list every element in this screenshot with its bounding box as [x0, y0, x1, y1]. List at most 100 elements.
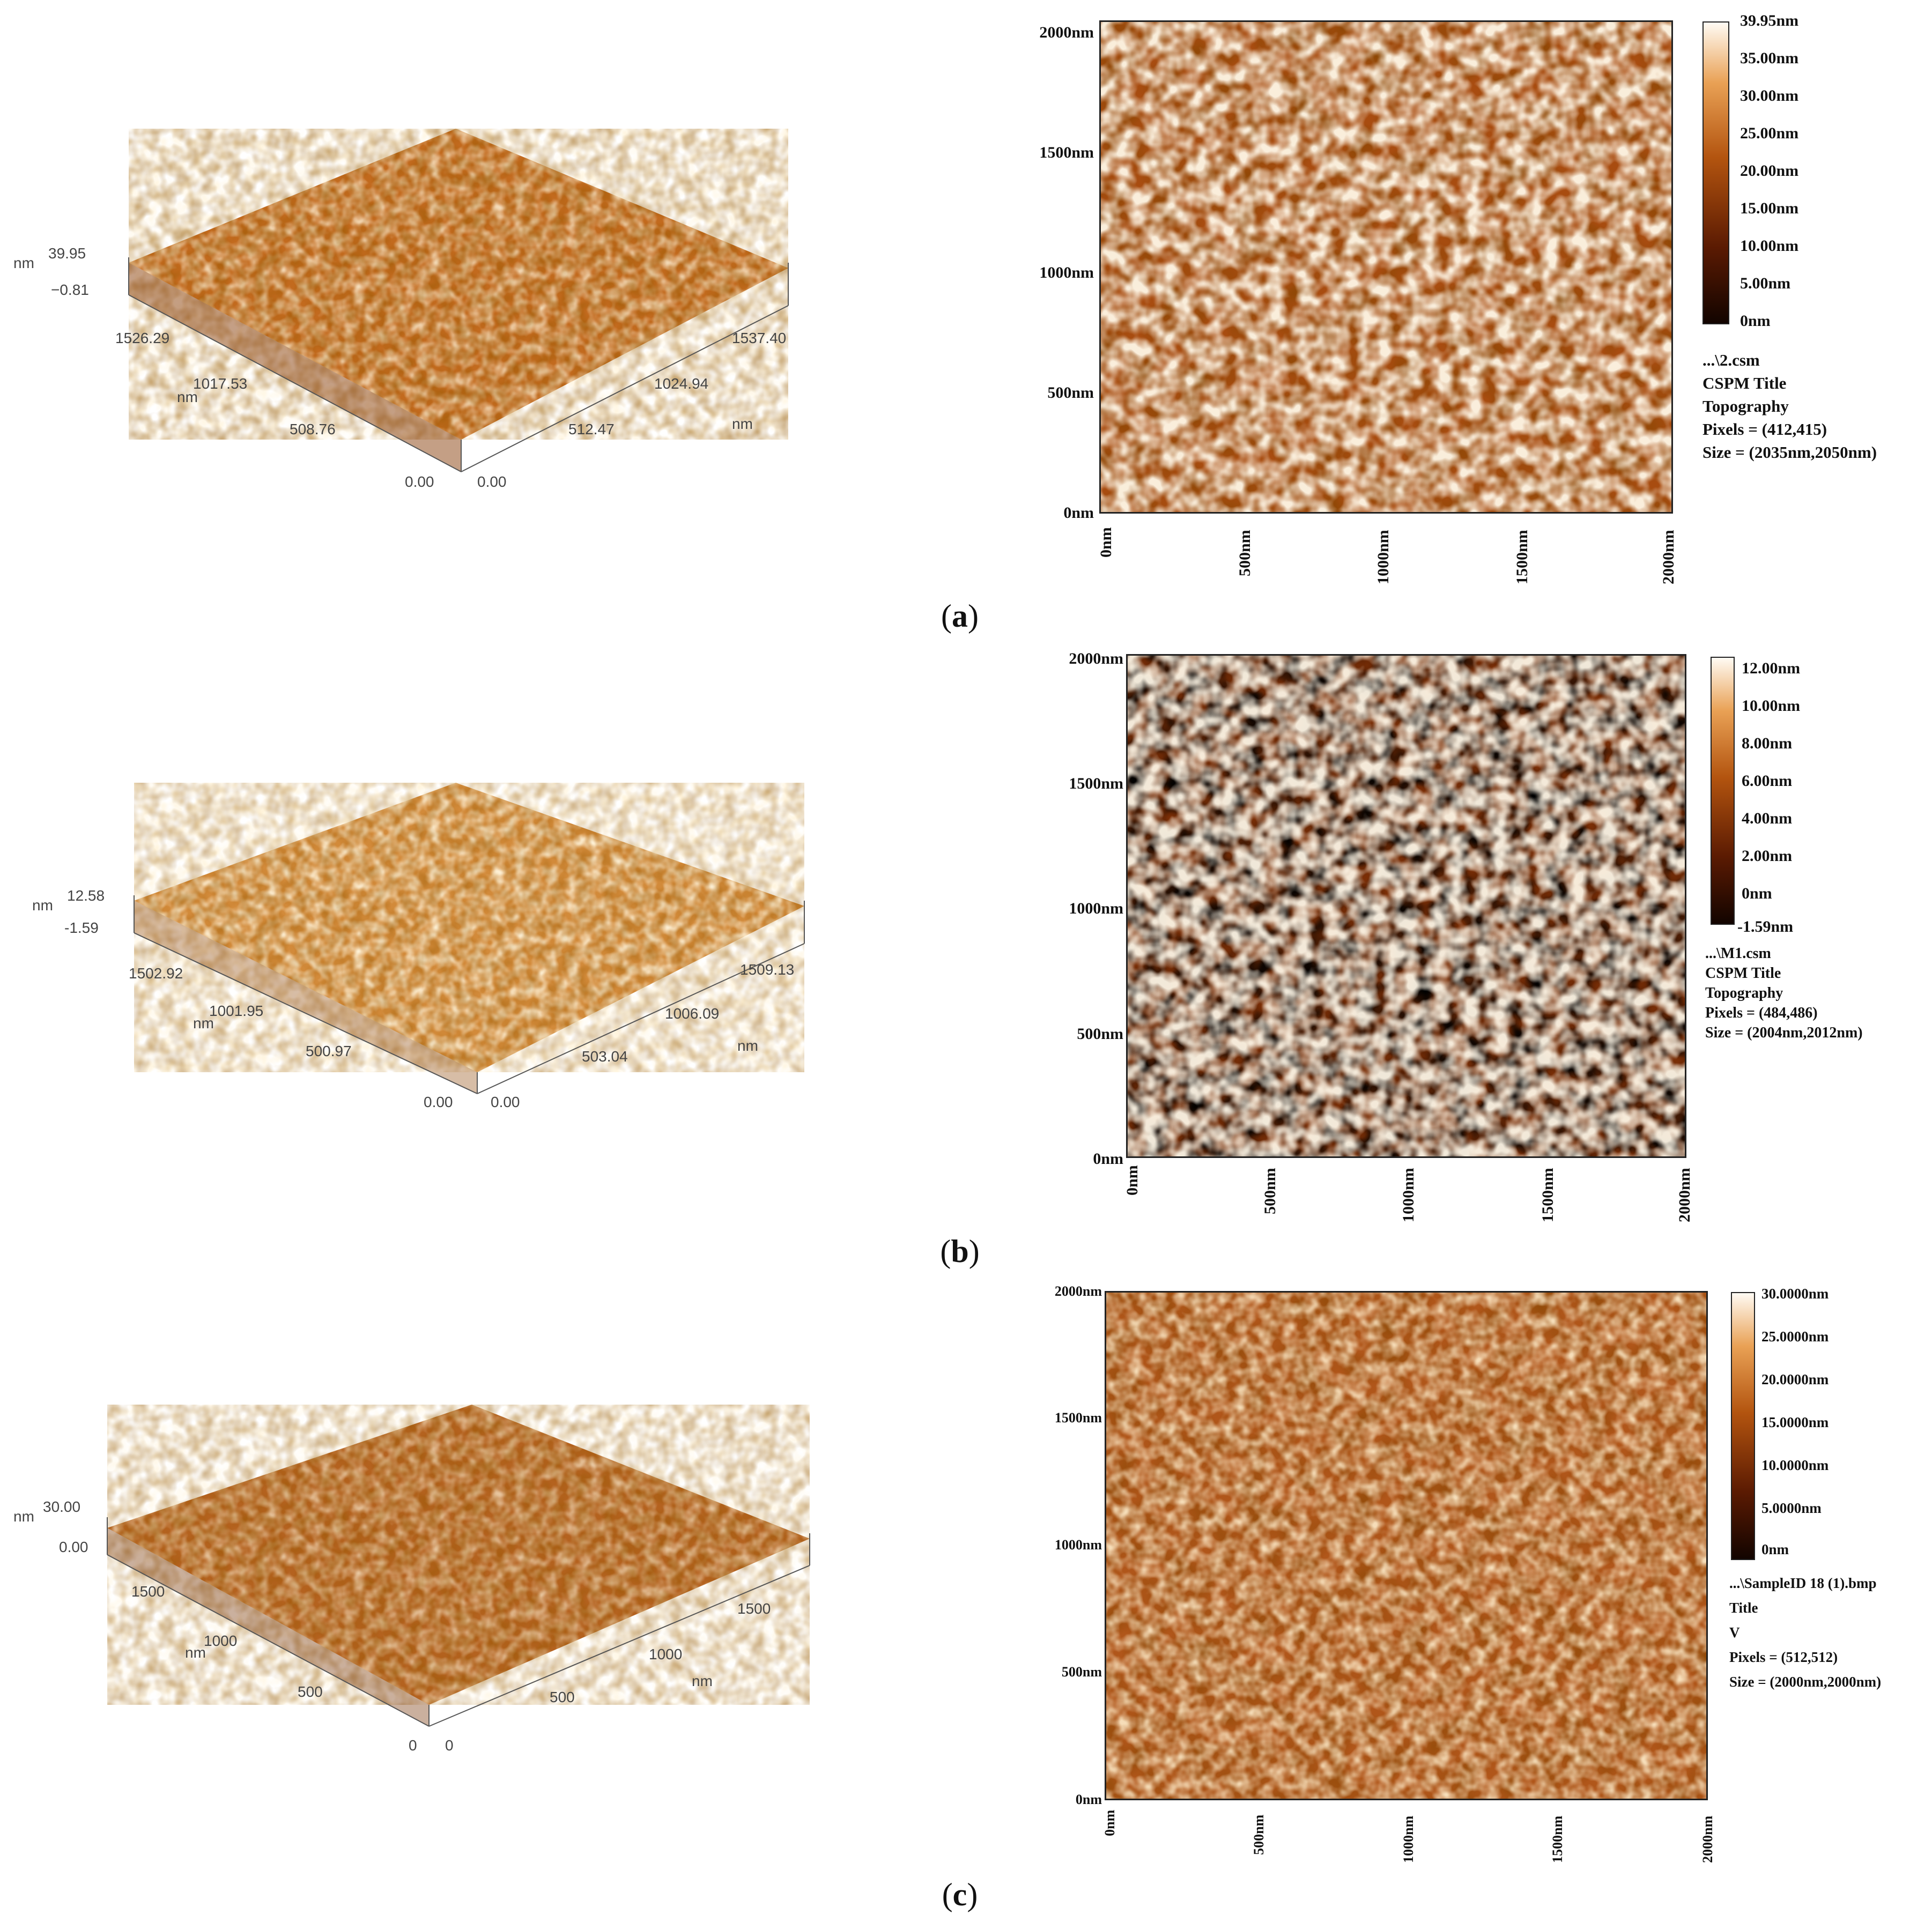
right-tick-c-4: 0: [445, 1737, 454, 1754]
right-tick-c-1: 1500: [737, 1600, 771, 1617]
colorbar-tick-b-1: 12.00nm: [1742, 659, 1801, 677]
scan-size-b: Size = (2004nm,2012nm): [1705, 1025, 1863, 1041]
z-min-label-c: 0.00: [59, 1539, 88, 1555]
colorbar-tick-b-2: 10.00nm: [1742, 697, 1801, 715]
scan-file-a: ...\2.csm: [1702, 351, 1760, 369]
left-tick-c-3: 500: [298, 1683, 323, 1700]
caption-a: (a): [941, 598, 979, 634]
y-tick-a-5: 0nm: [1063, 504, 1094, 522]
right-tick-c-3: 500: [550, 1689, 575, 1705]
scan-file-b: ...\M1.csm: [1705, 945, 1771, 962]
colorbar-tick-a-9: 0nm: [1740, 312, 1771, 330]
left-tick-a-1: 1526.29: [115, 330, 169, 346]
right-tick-b-1: 1509.13: [740, 961, 794, 978]
left-tick-a-3: 508.76: [290, 421, 336, 437]
colorbar-tick-a-4: 25.00nm: [1740, 124, 1799, 142]
colorbar-tick-b-4: 6.00nm: [1742, 772, 1793, 790]
z-max-label-b: 12.58: [67, 887, 105, 904]
x-tick-b-5: 2000nm: [1676, 1168, 1693, 1222]
scan-file-c: ...\SampleID 18 (1).bmp: [1729, 1575, 1877, 1591]
colorbar-tick-c-7: 0nm: [1761, 1541, 1789, 1557]
x-tick-c-1: 0nm: [1102, 1809, 1117, 1836]
surface-3d-plot-a: 39.95 nm −0.81 1526.29 1017.53 nm 508.76…: [13, 129, 789, 490]
x-tick-b-2: 500nm: [1261, 1168, 1279, 1214]
colorbar-tick-c-2: 25.0000nm: [1761, 1328, 1829, 1345]
colorbar-c: [1731, 1292, 1755, 1560]
surface-3d-plot-b: 12.58 nm -1.59 1502.92 1001.95 nm 500.97…: [32, 783, 805, 1110]
colorbar-tick-a-7: 10.00nm: [1740, 237, 1799, 255]
y-tick-b-1: 2000nm: [1069, 650, 1123, 667]
left-unit-c: nm: [185, 1644, 206, 1661]
colorbar-tick-b-8: -1.59nm: [1737, 918, 1794, 936]
left-tick-b-1: 1502.92: [129, 965, 183, 982]
colorbar-tick-c-6: 5.0000nm: [1761, 1500, 1822, 1516]
right-tick-c-2: 1000: [649, 1646, 682, 1662]
scan-mode-a: Topography: [1702, 397, 1789, 415]
colorbar-tick-b-3: 8.00nm: [1742, 734, 1793, 752]
y-tick-b-4: 500nm: [1077, 1025, 1123, 1043]
right-tick-a-2: 1024.94: [654, 375, 708, 392]
y-tick-c-3: 1000nm: [1054, 1537, 1102, 1553]
x-tick-c-5: 2000nm: [1700, 1815, 1715, 1863]
panel-c: 30.00 nm 0.00 1500 1000 nm 500 0 1500 10…: [0, 1260, 1932, 1919]
right-tick-a-1: 1537.40: [732, 330, 786, 346]
colorbar-tick-b-5: 4.00nm: [1742, 810, 1793, 827]
scan-info-a: ...\2.csm CSPM Title Topography Pixels =…: [1702, 348, 1877, 464]
y-tick-a-1: 2000nm: [1039, 24, 1094, 41]
z-min-label-b: -1.59: [64, 919, 99, 936]
z-max-label-a: 39.95: [48, 245, 86, 262]
colorbar-tick-a-8: 5.00nm: [1740, 274, 1791, 292]
x-tick-a-3: 1000nm: [1374, 530, 1392, 584]
x-tick-c-3: 1000nm: [1401, 1815, 1416, 1863]
left-unit-a: nm: [177, 389, 198, 405]
colorbar-tick-a-2: 35.00nm: [1740, 49, 1799, 67]
scan-pixels-b: Pixels = (484,486): [1705, 1005, 1818, 1021]
right-tick-a-3: 512.47: [568, 421, 615, 437]
right-unit-b: nm: [737, 1037, 758, 1054]
caption-b: (b): [940, 1234, 980, 1269]
left-tick-c-2: 1000: [204, 1632, 237, 1649]
scan-title-a: CSPM Title: [1702, 374, 1787, 392]
panel-b: 12.58 nm -1.59 1502.92 1001.95 nm 500.97…: [0, 622, 1932, 1269]
surface-3d-plot-c: 30.00 nm 0.00 1500 1000 nm 500 0 1500 10…: [13, 1405, 810, 1754]
y-tick-b-3: 1000nm: [1069, 900, 1123, 917]
right-unit-a: nm: [732, 415, 753, 432]
scan-info-b: ...\M1.csm CSPM Title Topography Pixels …: [1705, 944, 1863, 1043]
colorbar-tick-c-4: 15.0000nm: [1761, 1414, 1829, 1430]
y-tick-a-4: 500nm: [1047, 384, 1094, 402]
left-tick-c-4: 0: [409, 1737, 417, 1754]
colorbar-b: [1711, 657, 1735, 925]
x-tick-a-2: 500nm: [1236, 530, 1254, 576]
y-tick-c-4: 500nm: [1061, 1664, 1102, 1680]
y-tick-a-2: 1500nm: [1039, 144, 1094, 161]
y-tick-c-5: 0nm: [1075, 1792, 1102, 1807]
topography-map-a: [1099, 20, 1673, 514]
scan-size-c: Size = (2000nm,2000nm): [1729, 1674, 1882, 1690]
colorbar-tick-c-1: 30.0000nm: [1761, 1286, 1829, 1302]
x-tick-c-2: 500nm: [1251, 1814, 1267, 1855]
x-tick-a-5: 2000nm: [1660, 530, 1677, 584]
right-tick-b-4: 0.00: [491, 1094, 520, 1110]
x-tick-a-1: 0nm: [1097, 527, 1115, 558]
scan-title-b: CSPM Title: [1705, 965, 1781, 982]
x-tick-c-4: 1500nm: [1550, 1815, 1565, 1863]
scan-mode-c: V: [1729, 1624, 1740, 1640]
right-unit-c: nm: [692, 1673, 713, 1689]
z-unit-label-a: nm: [13, 255, 34, 271]
left-tick-a-2: 1017.53: [193, 375, 247, 392]
left-tick-b-3: 500.97: [306, 1043, 352, 1059]
left-tick-b-2: 1001.95: [209, 1003, 263, 1019]
panel-a: 39.95 nm −0.81 1526.29 1017.53 nm 508.76…: [0, 0, 1932, 634]
scan-title-c: Title: [1729, 1600, 1758, 1616]
z-min-label-a: −0.81: [51, 281, 89, 298]
scan-mode-b: Topography: [1705, 985, 1783, 1001]
y-tick-b-5: 0nm: [1093, 1150, 1123, 1168]
topography-map-b: [1126, 654, 1686, 1158]
right-tick-a-4: 0.00: [477, 473, 507, 490]
y-tick-a-3: 1000nm: [1039, 264, 1094, 281]
right-tick-b-3: 503.04: [582, 1048, 628, 1065]
right-tick-b-2: 1006.09: [665, 1005, 719, 1022]
colorbar-tick-a-6: 15.00nm: [1740, 199, 1799, 217]
left-tick-c-1: 1500: [131, 1583, 165, 1600]
scan-info-c: ...\SampleID 18 (1).bmp Title V Pixels =…: [1729, 1571, 1881, 1694]
